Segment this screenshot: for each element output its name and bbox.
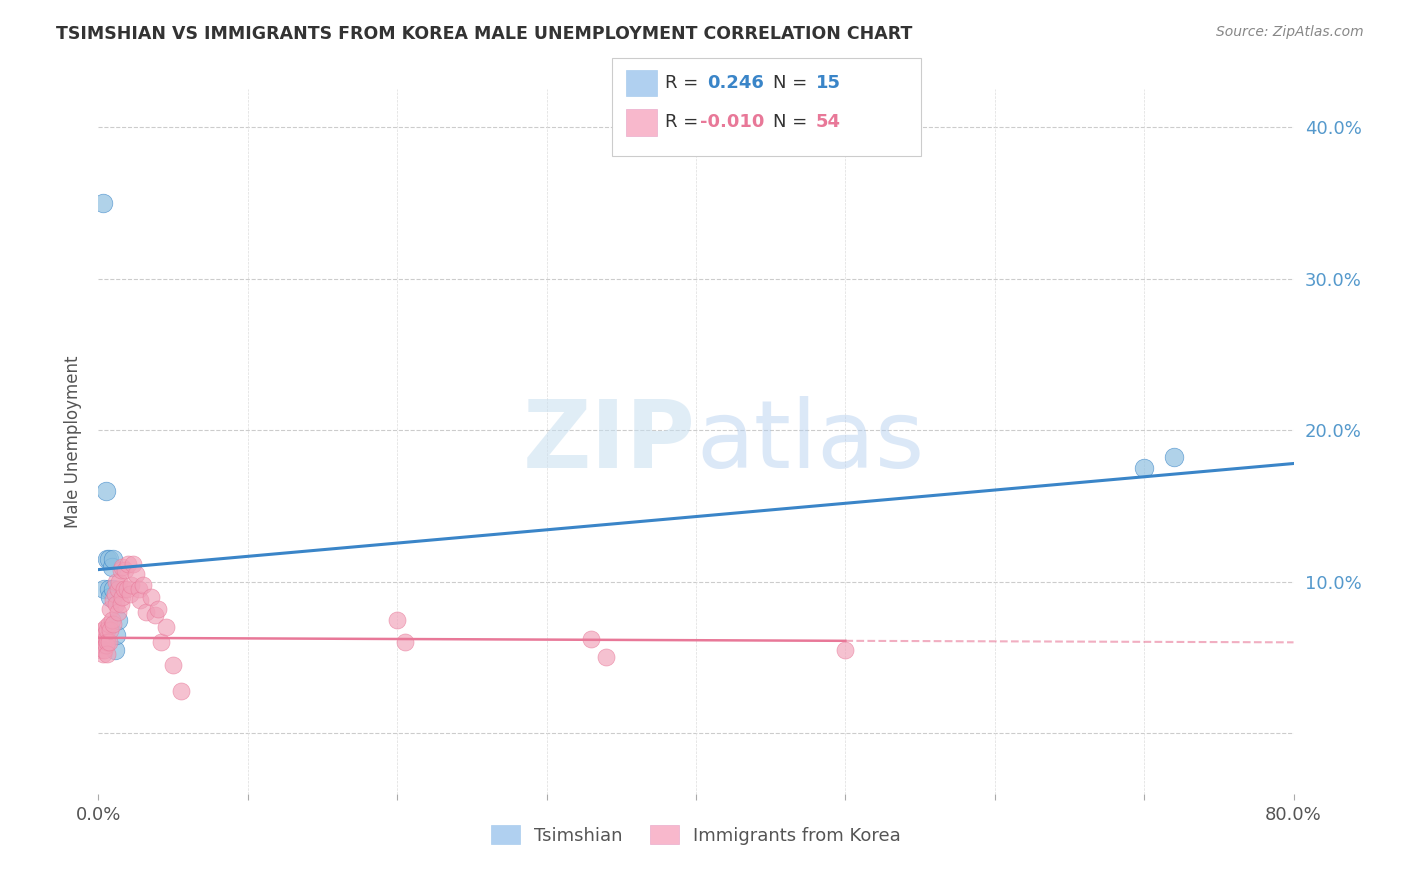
Point [121, 557, 143, 571]
Point [97, 635, 120, 649]
Point [94, 483, 117, 498]
Point [91, 639, 114, 653]
Point [103, 552, 125, 566]
Point [595, 650, 617, 665]
Point [93, 628, 115, 642]
Point [104, 587, 127, 601]
Point [110, 563, 132, 577]
Point [96, 552, 118, 566]
Point [107, 613, 129, 627]
Text: 54: 54 [815, 113, 841, 131]
Point [104, 643, 127, 657]
Point [90, 635, 112, 649]
Point [108, 574, 131, 589]
Point [150, 635, 173, 649]
Point [111, 590, 134, 604]
Point [129, 593, 152, 607]
Point [385, 613, 409, 627]
Point [111, 559, 134, 574]
Text: ZIP: ZIP [523, 395, 696, 488]
Text: N =: N = [773, 113, 807, 131]
Point [101, 613, 124, 627]
Point [107, 605, 129, 619]
Point [96, 648, 118, 662]
Point [135, 605, 157, 619]
Point [132, 578, 155, 592]
Point [117, 557, 139, 571]
Point [143, 608, 166, 623]
Point [1163, 450, 1185, 465]
Point [97, 617, 120, 632]
Point [91, 648, 114, 662]
Point [1133, 461, 1156, 475]
Point [91, 624, 114, 638]
Point [148, 602, 170, 616]
Point [128, 582, 150, 597]
Text: R =: R = [665, 74, 699, 92]
Point [125, 567, 148, 582]
Point [115, 582, 138, 597]
Point [94, 639, 117, 653]
Text: R =: R = [665, 113, 699, 131]
Point [394, 635, 416, 649]
Text: -0.010: -0.010 [700, 113, 765, 131]
Point [94, 620, 117, 634]
Point [169, 683, 191, 698]
Point [105, 628, 128, 642]
Text: 0.246: 0.246 [707, 74, 763, 92]
Point [98, 624, 122, 638]
Point [155, 620, 177, 634]
Point [162, 658, 184, 673]
Point [107, 582, 129, 597]
Point [97, 582, 120, 597]
Point [114, 563, 136, 577]
Text: Source: ZipAtlas.com: Source: ZipAtlas.com [1216, 25, 1364, 39]
Point [96, 624, 118, 638]
Point [103, 582, 125, 597]
Point [91, 195, 114, 210]
Point [97, 552, 120, 566]
Point [93, 582, 115, 597]
Point [112, 582, 135, 597]
Point [90, 643, 112, 657]
Point [103, 617, 125, 632]
Point [139, 590, 162, 604]
Point [94, 632, 117, 647]
Text: TSIMSHIAN VS IMMIGRANTS FROM KOREA MALE UNEMPLOYMENT CORRELATION CHART: TSIMSHIAN VS IMMIGRANTS FROM KOREA MALE … [56, 25, 912, 43]
Y-axis label: Male Unemployment: Male Unemployment [65, 355, 83, 528]
Point [98, 590, 122, 604]
Point [93, 643, 115, 657]
Legend: Tsimshian, Immigrants from Korea: Tsimshian, Immigrants from Korea [484, 818, 908, 852]
Point [110, 598, 132, 612]
Point [103, 593, 125, 607]
Point [581, 632, 603, 647]
Point [105, 574, 128, 589]
Point [96, 635, 118, 649]
Point [834, 643, 856, 657]
Point [118, 587, 141, 601]
Point [98, 602, 122, 616]
Text: N =: N = [773, 74, 807, 92]
Point [105, 598, 128, 612]
Text: atlas: atlas [696, 395, 924, 488]
Point [120, 578, 142, 592]
Text: 15: 15 [815, 74, 841, 92]
Point [101, 559, 124, 574]
